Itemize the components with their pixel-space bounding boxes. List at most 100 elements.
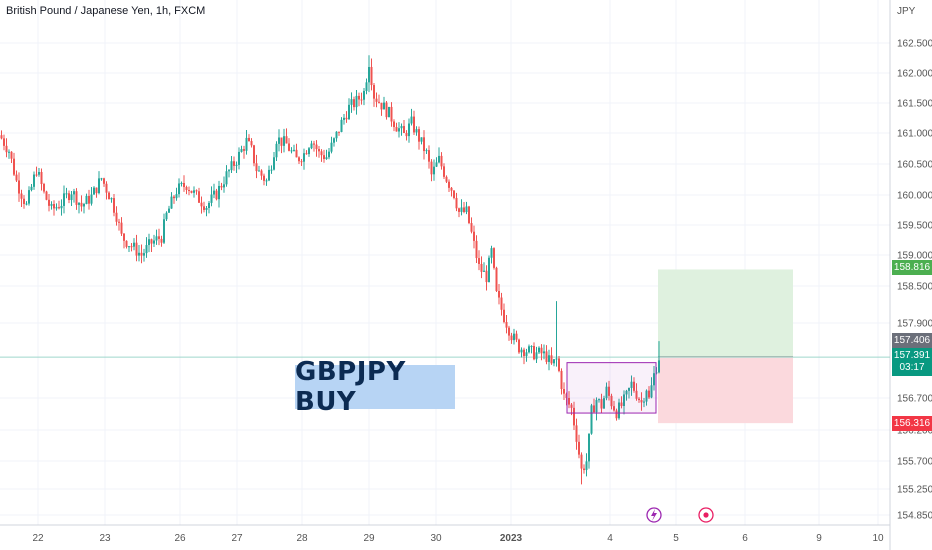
candle-body bbox=[593, 405, 595, 413]
candle-body bbox=[468, 206, 470, 224]
candle-body bbox=[18, 180, 20, 194]
candle-body bbox=[330, 142, 333, 152]
candle-body bbox=[160, 238, 163, 243]
candle-body bbox=[548, 355, 550, 362]
candle-body bbox=[170, 196, 173, 209]
candle-body bbox=[365, 82, 368, 91]
candle-body bbox=[123, 233, 125, 241]
candle-body bbox=[233, 161, 235, 166]
candle-body bbox=[495, 267, 498, 291]
currency-label: JPY bbox=[897, 6, 916, 17]
y-tick-label: 159.500 bbox=[897, 221, 932, 232]
candle-body bbox=[143, 253, 145, 256]
candle-body bbox=[205, 207, 208, 210]
stop-price-tag: 156.316 bbox=[892, 416, 932, 431]
candle-body bbox=[650, 385, 653, 398]
candle-body bbox=[168, 208, 170, 213]
candle-body bbox=[235, 164, 238, 166]
candle-body bbox=[360, 99, 363, 101]
candle-body bbox=[350, 99, 353, 105]
candle-body bbox=[630, 381, 633, 388]
candle-body bbox=[608, 386, 610, 396]
candle-body bbox=[443, 166, 445, 177]
candle-body bbox=[525, 352, 528, 357]
candle-body bbox=[83, 204, 85, 207]
candle-body bbox=[105, 183, 108, 193]
candle-body bbox=[383, 102, 385, 110]
candle-body bbox=[433, 166, 435, 175]
x-tick-label: 2023 bbox=[500, 533, 523, 544]
candle-body bbox=[453, 190, 455, 198]
candle-body bbox=[303, 153, 305, 162]
candle-body bbox=[78, 202, 80, 205]
candle-body bbox=[248, 137, 250, 142]
candle-body bbox=[95, 187, 98, 194]
candle-body bbox=[570, 404, 573, 408]
candle-body bbox=[385, 102, 388, 118]
candle-body bbox=[128, 246, 130, 248]
candle-body bbox=[198, 191, 200, 203]
y-tick-label: 158.500 bbox=[897, 282, 932, 293]
candle-body bbox=[188, 189, 190, 191]
candle-body bbox=[375, 98, 378, 102]
candle-body bbox=[440, 155, 443, 167]
candle-body bbox=[590, 405, 593, 434]
candle-body bbox=[605, 386, 608, 399]
candle-body bbox=[238, 151, 240, 165]
candle-body bbox=[70, 194, 73, 201]
countdown-timer: 03:17 bbox=[899, 362, 925, 373]
y-tick-label: 161.500 bbox=[897, 99, 932, 110]
candle-body bbox=[478, 258, 480, 264]
x-tick-label: 22 bbox=[32, 533, 44, 544]
candle-body bbox=[513, 333, 515, 341]
candle-body bbox=[278, 137, 280, 144]
candle-body bbox=[60, 205, 63, 209]
candle-body bbox=[515, 333, 518, 340]
candle-body bbox=[575, 425, 578, 442]
candle-body bbox=[138, 252, 140, 256]
candle-body bbox=[275, 143, 278, 158]
candle-body bbox=[283, 136, 285, 146]
x-tick-label: 6 bbox=[742, 533, 748, 544]
candle-body bbox=[40, 172, 43, 185]
candle-body bbox=[103, 178, 105, 184]
candle-body bbox=[180, 182, 183, 184]
candle-body bbox=[438, 155, 440, 163]
candle-body bbox=[580, 454, 583, 469]
x-tick-label: 4 bbox=[607, 533, 613, 544]
candle-body bbox=[358, 95, 360, 100]
candle-body bbox=[125, 240, 128, 247]
gbpjpy-buy-label[interactable]: GBPJPY BUY bbox=[295, 357, 455, 417]
candle-body bbox=[370, 66, 373, 86]
candle-body bbox=[93, 187, 95, 195]
candle-body bbox=[118, 221, 120, 223]
candle-body bbox=[490, 248, 493, 258]
candle-body bbox=[190, 190, 193, 193]
candle-body bbox=[528, 346, 530, 353]
candle-body bbox=[195, 190, 198, 192]
candle-body bbox=[393, 121, 395, 128]
candle-body bbox=[25, 203, 28, 205]
candle-body bbox=[268, 169, 270, 181]
candle-body bbox=[563, 389, 565, 394]
candle-body bbox=[50, 204, 53, 206]
candle-body bbox=[345, 117, 348, 120]
candle-body bbox=[8, 151, 10, 153]
candle-body bbox=[553, 359, 555, 364]
candle-body bbox=[240, 149, 243, 152]
candle-body bbox=[643, 401, 645, 403]
candle-body bbox=[508, 327, 510, 336]
y-tick-label: 155.250 bbox=[897, 485, 932, 496]
target-price-tag: 158.816 bbox=[892, 260, 932, 275]
candle-body bbox=[510, 335, 513, 341]
candle-body bbox=[485, 270, 488, 283]
candle-body bbox=[150, 239, 153, 244]
candle-body bbox=[260, 170, 263, 176]
candle-body bbox=[395, 127, 398, 132]
candle-body bbox=[158, 236, 160, 239]
candle-body bbox=[465, 206, 468, 213]
candle-body bbox=[588, 433, 590, 462]
candle-body bbox=[145, 245, 148, 254]
candle-body bbox=[85, 195, 88, 205]
